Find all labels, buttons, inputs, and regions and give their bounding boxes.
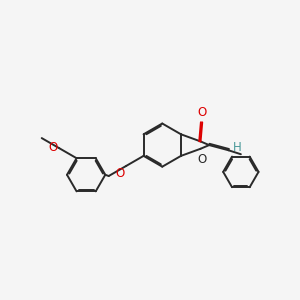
Text: H: H — [232, 141, 241, 154]
Text: O: O — [48, 141, 57, 154]
Text: O: O — [116, 167, 125, 180]
Text: O: O — [197, 153, 206, 166]
Text: O: O — [198, 106, 207, 119]
